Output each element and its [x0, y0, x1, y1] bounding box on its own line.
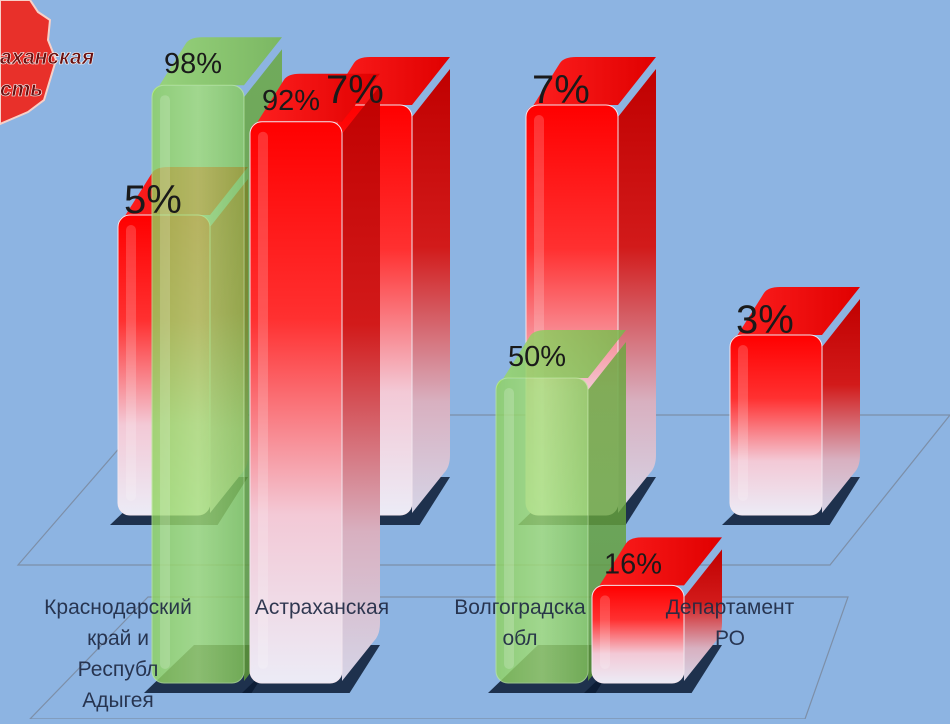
category-label-3: РО [715, 627, 745, 650]
category-label-0: Адыгея [82, 689, 154, 712]
labels-layer: 5% 7% 7% 3% 98% 92% 50% 16% [124, 48, 794, 580]
map-fragment: аханская сть [0, 0, 94, 126]
bar-back-3-top [730, 287, 860, 347]
bar-back-3-highlight [738, 345, 748, 501]
bar-front-3 [584, 537, 722, 693]
bar-front-2-front [495, 377, 589, 684]
bar-back-3-front [729, 334, 823, 516]
back-floor [16, 414, 950, 566]
data-label-front-1: 92% [262, 85, 320, 117]
category-labels-layer: Краснодарский край и Республ Адыгея Астрахан… [44, 596, 794, 712]
bar-back-3 [722, 287, 860, 525]
bar-front-1 [242, 73, 380, 693]
bar-back-1-side [412, 69, 450, 513]
bar-back-2-side [618, 69, 656, 513]
data-label-back-0: 5% [124, 178, 182, 222]
data-label-front-3: 16% [604, 548, 662, 580]
data-label-front-2: 50% [508, 341, 566, 373]
data-label-front-0: 98% [164, 48, 222, 80]
bar-back-3-side [822, 299, 860, 513]
map-fragment-shape [0, 0, 58, 126]
data-label-back-2: 7% [532, 68, 590, 112]
bar-front-3-highlight [600, 595, 610, 669]
category-label-1: Астраханская [255, 596, 389, 619]
bar-front-3-side [684, 549, 722, 681]
bar-front-3-top [592, 537, 722, 598]
category-label-0: край и [87, 627, 149, 650]
bar-front-2-highlight [504, 388, 514, 669]
bar-front-0-highlight [160, 95, 170, 669]
bar-back-0-highlight [126, 225, 136, 501]
category-label-2: обл [502, 627, 537, 650]
bar-front-1-side [342, 85, 380, 682]
category-label-0: Краснодарский [44, 596, 192, 619]
category-label-2: Волгоградска [454, 596, 586, 619]
bar-front-1-top [250, 73, 380, 134]
bar-front-1-highlight [258, 131, 268, 670]
bar-front-0-top [152, 37, 282, 98]
map-fragment-label: аханская [0, 46, 94, 69]
category-label-3: Департамент [666, 596, 795, 619]
bars-layer [110, 37, 860, 693]
bar-front-3-front [591, 584, 685, 684]
bar-front-1-front [249, 121, 343, 684]
bar-front-0-front [151, 84, 245, 684]
bar-front-2-top [496, 330, 626, 390]
category-label-0: Республ [78, 658, 159, 681]
data-label-back-1: 7% [326, 68, 384, 112]
data-label-back-3: 3% [736, 298, 794, 342]
map-fragment-label: сть [0, 78, 43, 101]
bar-back-2-top [526, 57, 656, 117]
